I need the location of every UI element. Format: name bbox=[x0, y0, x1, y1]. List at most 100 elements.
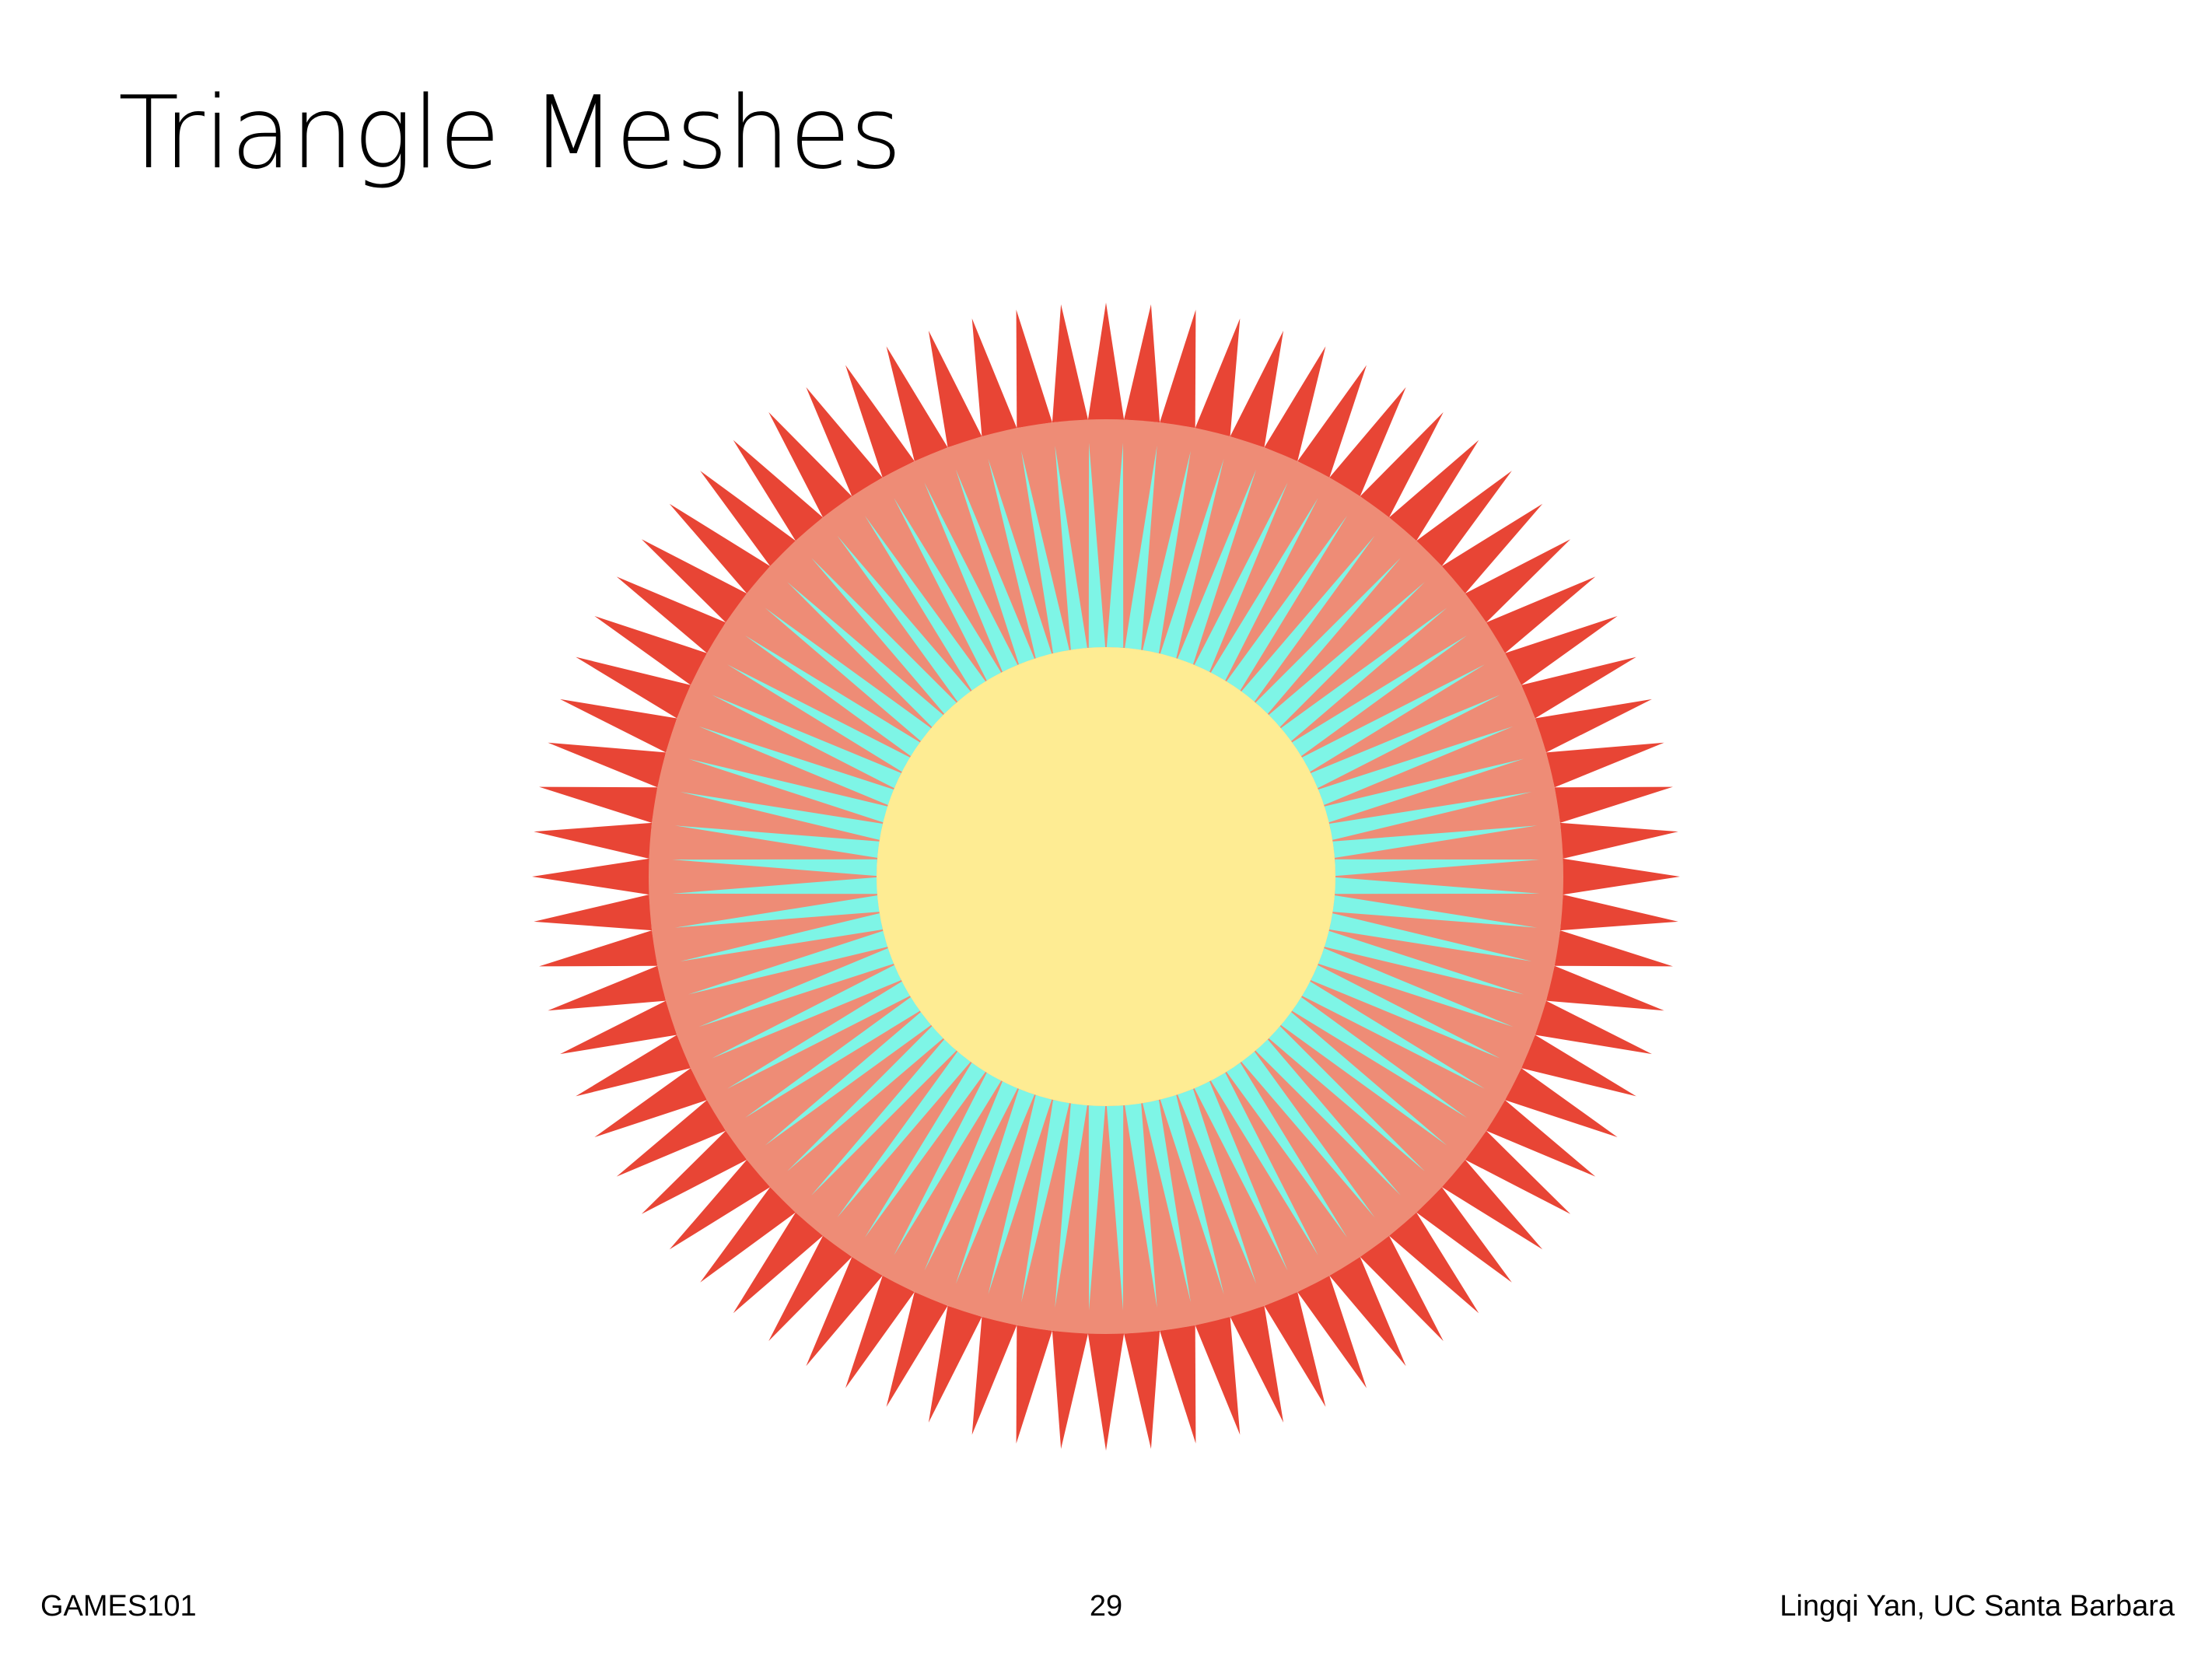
wedge-triangle bbox=[1088, 443, 1106, 648]
spike-triangle bbox=[594, 1068, 707, 1137]
wedge-triangle bbox=[787, 1026, 943, 1171]
wedge-triangle bbox=[1280, 1012, 1447, 1146]
spike-triangle bbox=[560, 1000, 677, 1055]
center-disc bbox=[877, 647, 1335, 1106]
wedge-triangle bbox=[1329, 792, 1532, 840]
wedge-triangle bbox=[680, 913, 883, 961]
wedge-triangle bbox=[1226, 516, 1347, 691]
spike-triangle bbox=[616, 1100, 726, 1177]
spike-triangle bbox=[1521, 1035, 1636, 1097]
wedge-triangle bbox=[1194, 482, 1288, 672]
spike-triangle bbox=[768, 1235, 852, 1342]
spike-triangle bbox=[733, 439, 823, 541]
wedge-triangle bbox=[688, 930, 888, 995]
wedge-triangle bbox=[672, 859, 877, 877]
spike-triangle bbox=[641, 1130, 747, 1214]
spike-triangle bbox=[532, 858, 649, 895]
spike-triangle bbox=[1505, 616, 1618, 685]
spike-triangle bbox=[1486, 1100, 1596, 1177]
spike-triangle bbox=[1554, 786, 1673, 823]
spike-triangle bbox=[1160, 1325, 1196, 1444]
spike-triangle bbox=[1124, 1330, 1160, 1449]
spike-triangle bbox=[1465, 539, 1571, 623]
wedge-triangle bbox=[1329, 913, 1532, 961]
wedge-triangle bbox=[894, 498, 1002, 681]
spike-triangle bbox=[669, 503, 771, 593]
wedge-triangle bbox=[1088, 1105, 1106, 1311]
wedge-triangle bbox=[1125, 1103, 1157, 1308]
wedge-triangle bbox=[955, 1088, 1034, 1284]
wedge-triangle bbox=[1106, 1105, 1124, 1311]
spike-triangle bbox=[1297, 365, 1367, 478]
spike-triangle bbox=[539, 786, 658, 823]
wedge-triangle bbox=[698, 948, 894, 1028]
spike-triangle bbox=[594, 616, 707, 685]
spike-triangle bbox=[1052, 304, 1088, 423]
spike-triangle bbox=[641, 539, 747, 623]
spike-triangle bbox=[1016, 1325, 1052, 1444]
spike-triangle bbox=[886, 1292, 948, 1407]
wedge-triangle bbox=[1143, 450, 1191, 653]
wedge-triangle bbox=[1226, 1063, 1347, 1238]
wedge-triangle bbox=[1021, 450, 1069, 653]
spike-triangle bbox=[1441, 503, 1543, 593]
spike-triangle bbox=[548, 965, 667, 1011]
wedge-triangle bbox=[745, 635, 920, 757]
spike-triangle bbox=[1559, 822, 1678, 859]
spike-triangle bbox=[576, 1035, 691, 1097]
wedge-triangle bbox=[712, 965, 901, 1059]
spike-triangle bbox=[806, 1256, 883, 1367]
spike-triangle bbox=[1416, 471, 1512, 566]
wedge-triangle bbox=[680, 792, 883, 840]
spike-triangle bbox=[1521, 656, 1636, 719]
wedge-triangle bbox=[1302, 664, 1485, 772]
spike-triangle bbox=[1230, 1305, 1284, 1423]
spike-triangle bbox=[1545, 742, 1664, 788]
spike-triangle bbox=[1016, 310, 1052, 429]
spike-triangle bbox=[1563, 858, 1680, 895]
spike-triangle bbox=[806, 387, 883, 497]
wedge-triangle bbox=[1160, 458, 1224, 659]
spike-triangle bbox=[1389, 439, 1479, 541]
spike-triangle bbox=[845, 1276, 915, 1388]
spike-triangle bbox=[1264, 346, 1326, 461]
wedge-triangle bbox=[1255, 558, 1401, 714]
spike-triangle bbox=[1416, 1187, 1512, 1283]
wedge-triangle bbox=[988, 1094, 1052, 1295]
page-number: 29 bbox=[1089, 1590, 1123, 1623]
spike-triangle bbox=[886, 346, 948, 461]
spike-triangle bbox=[1297, 1276, 1367, 1388]
spike-triangle bbox=[534, 822, 653, 859]
wedge-triangle bbox=[837, 535, 971, 702]
spike-triangle bbox=[1486, 576, 1596, 653]
wedge-triangle bbox=[865, 1063, 986, 1238]
author-label: Lingqi Yan, UC Santa Barbara bbox=[1780, 1590, 2175, 1623]
spike-triangle bbox=[1230, 331, 1284, 448]
wedge-triangle bbox=[865, 516, 986, 691]
spike-triangle bbox=[669, 1160, 771, 1250]
course-label: GAMES101 bbox=[40, 1590, 197, 1623]
spike-triangle bbox=[1087, 1333, 1125, 1451]
spike-triangle bbox=[576, 656, 691, 719]
wedge-triangle bbox=[672, 877, 877, 895]
wedge-triangle bbox=[1335, 877, 1540, 895]
spike-triangle bbox=[971, 1316, 1017, 1435]
wedge-triangle bbox=[1311, 695, 1500, 789]
spike-triangle bbox=[1160, 310, 1196, 429]
spike-triangle bbox=[1360, 1235, 1444, 1342]
spike-triangle bbox=[1329, 1256, 1406, 1367]
spike-triangle bbox=[1559, 895, 1678, 931]
wedge-triangle bbox=[1178, 1088, 1257, 1284]
spike-triangle bbox=[1329, 387, 1406, 497]
wedge-triangle bbox=[1241, 1051, 1375, 1218]
spike-triangle bbox=[1545, 965, 1664, 1011]
wedge-triangle bbox=[811, 1039, 957, 1196]
spike-triangle bbox=[1264, 1292, 1326, 1407]
spike-triangle bbox=[1389, 1212, 1479, 1314]
spike-triangle bbox=[539, 930, 658, 967]
spike-triangle bbox=[700, 1187, 796, 1283]
wedge-triangle bbox=[811, 558, 957, 714]
inner-wedges bbox=[672, 443, 1540, 1311]
